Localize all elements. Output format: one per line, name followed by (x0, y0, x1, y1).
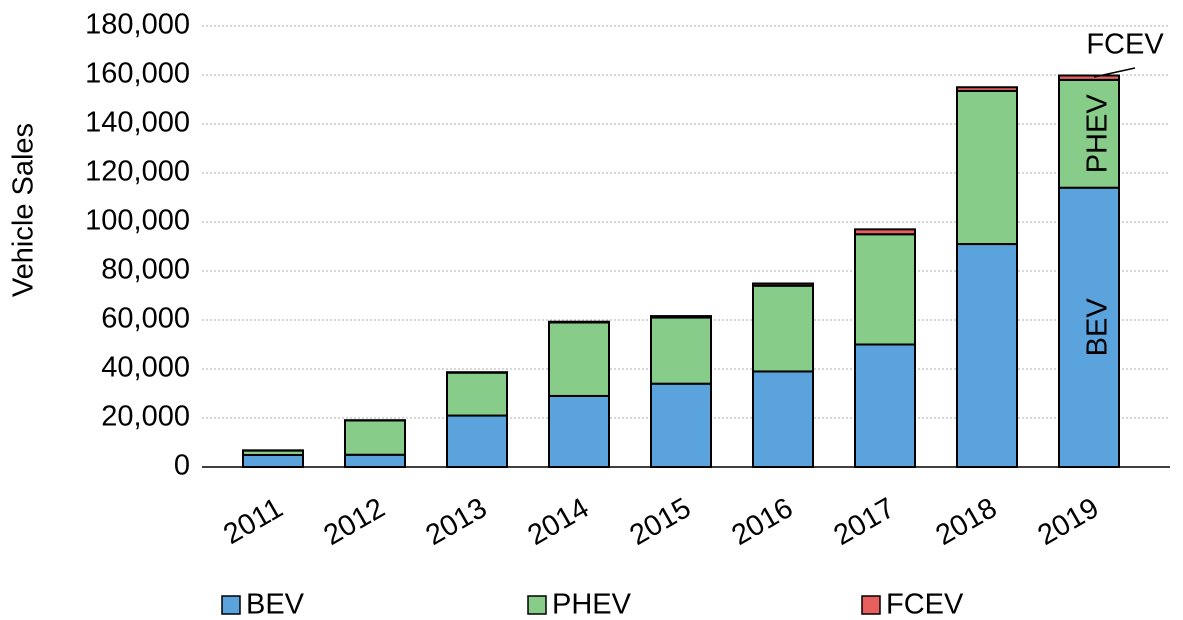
legend-label: FCEV (886, 589, 964, 620)
bar-segment (548, 321, 610, 397)
bar-segment (548, 394, 610, 469)
bar-annotation: BEV (1082, 298, 1114, 357)
bar-segment (752, 282, 814, 287)
bar-segment (344, 453, 406, 468)
bar-segment (854, 343, 916, 468)
y-tick-label: 160,000 (85, 58, 190, 90)
bar-segment (752, 370, 814, 469)
bar-segment (344, 419, 406, 456)
x-tick-label: 2011 (218, 492, 288, 551)
y-tick-label: 180,000 (85, 9, 190, 41)
bar-segment (650, 315, 712, 319)
y-tick-label: 60,000 (101, 303, 190, 335)
bar-segment (854, 233, 916, 346)
bar-annotation: FCEV (1086, 29, 1164, 61)
legend-label: PHEV (552, 589, 632, 620)
bar-segment (650, 382, 712, 469)
x-tick-label: 2018 (930, 492, 1002, 552)
y-tick-label: 20,000 (101, 401, 190, 433)
y-tick-label: 100,000 (85, 205, 190, 237)
y-tick-label: 140,000 (85, 107, 190, 139)
x-tick-label: 2019 (1032, 492, 1104, 552)
y-tick-label: 40,000 (101, 352, 190, 384)
bar-annotation: PHEV (1082, 94, 1114, 174)
y-axis-label: Vehicle Sales (8, 123, 40, 297)
bar-segment (242, 453, 304, 468)
bar-segment (956, 86, 1018, 92)
legend-label: BEV (246, 589, 305, 620)
x-tick-label: 2013 (420, 492, 492, 552)
annotation-leader (1093, 67, 1136, 78)
bar-segment (854, 228, 916, 236)
bar-segment (446, 414, 508, 468)
bar-segment (548, 320, 610, 324)
y-tick-label: 80,000 (101, 254, 190, 286)
y-tick-label: 0 (174, 450, 190, 482)
x-tick-label: 2016 (726, 492, 798, 552)
bar-segment (956, 89, 1018, 246)
bar-segment (752, 284, 814, 373)
x-tick-label: 2014 (522, 492, 594, 552)
x-tick-label: 2015 (624, 492, 696, 552)
bar-segment (650, 316, 712, 385)
legend-swatch (861, 595, 881, 615)
bar-segment (446, 371, 508, 417)
y-tick-label: 120,000 (85, 156, 190, 188)
bar-segment (1058, 78, 1120, 189)
bar-segment (956, 243, 1018, 468)
x-tick-label: 2012 (318, 492, 390, 552)
legend-swatch (221, 595, 241, 615)
bar-segment (1058, 74, 1120, 81)
x-tick-label: 2017 (828, 492, 900, 552)
legend-swatch (527, 595, 547, 615)
